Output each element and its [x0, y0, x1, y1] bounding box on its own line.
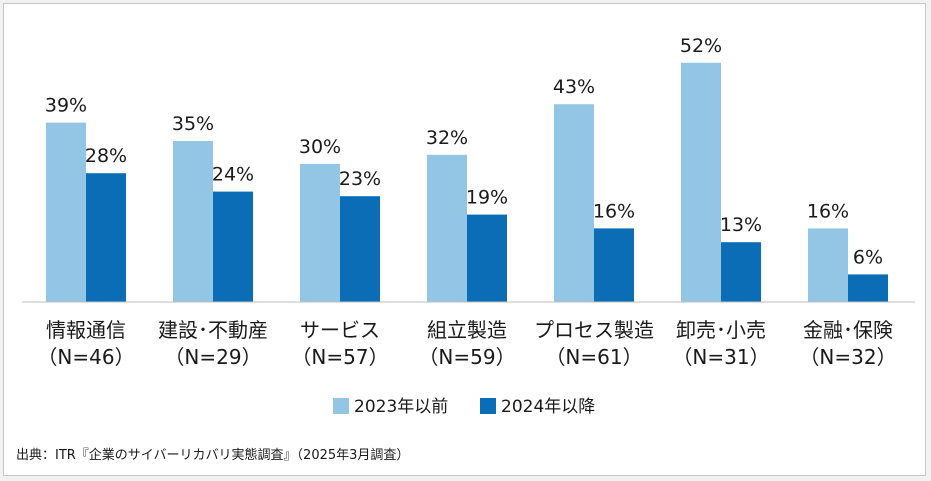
bar-value-label-4-series-0: 43%	[553, 76, 595, 98]
bar-value-label-4-series-1: 16%	[593, 200, 635, 222]
bar-2-series-1	[340, 196, 380, 302]
category-label-0: 情報通信	[46, 318, 126, 342]
category-label-2: サービス	[300, 318, 380, 342]
chart-canvas: 39% 28% 35% 24% 30% 23% 32% 19% 43% 16% 52% 13% 16% 6…	[16, 35, 915, 463]
category-label-6: 金融･保険	[803, 318, 893, 342]
bar-2-series-0	[300, 164, 340, 302]
bar-value-label-2-series-1: 23%	[339, 168, 381, 190]
category-label-3: 組立製造	[427, 318, 507, 342]
category-label-4: プロセス製造	[534, 318, 654, 342]
category-n-label-5: （N=31）	[672, 345, 769, 369]
bar-5-series-1	[721, 242, 761, 302]
bar-4-series-1	[594, 228, 634, 302]
category-label-1: 建設･不動産	[158, 318, 268, 342]
chart-frame: 39% 28% 35% 24% 30% 23% 32% 19% 43% 16% 52% 13% 16% 6…	[3, 3, 926, 476]
legend: 2023年以前 2024年以降	[333, 397, 595, 417]
legend-label-2024: 2024年以降	[501, 397, 595, 417]
bar-3-series-1	[467, 214, 507, 302]
category-n-label-6: （N=32）	[799, 345, 896, 369]
bar-0-series-1	[86, 173, 126, 302]
category-n-label-4: （N=61）	[545, 345, 642, 369]
bar-value-label-5-series-1: 13%	[720, 214, 762, 236]
bar-value-label-5-series-0: 52%	[680, 35, 722, 57]
bar-value-label-6-series-0: 16%	[807, 200, 849, 222]
bar-3-series-0	[427, 154, 467, 302]
category-n-label-1: （N=29）	[164, 345, 261, 369]
bar-5-series-0	[681, 62, 721, 302]
category-labels: 情報通信 （N=46） 建設･不動産 （N=29） サービス （N=57） 組立製造 （N=5…	[37, 318, 896, 369]
source-note: 出典：ITR『企業のサイバーリカバリ実態調査』（2025年3月調査）	[16, 447, 409, 463]
bar-4-series-0	[554, 104, 594, 302]
bar-0-series-0	[46, 122, 86, 302]
bar-value-label-3-series-0: 32%	[426, 127, 468, 149]
category-n-label-2: （N=57）	[291, 345, 388, 369]
bars-layer: 39% 28% 35% 24% 30% 23% 32% 19% 43% 16% 52% 13% 16% 6…	[45, 35, 888, 302]
bar-value-label-1-series-1: 24%	[212, 164, 254, 186]
bar-value-label-3-series-1: 19%	[466, 187, 508, 209]
legend-swatch-2024	[480, 398, 496, 414]
bar-1-series-0	[173, 141, 213, 302]
bar-value-label-0-series-0: 39%	[45, 95, 87, 117]
category-n-label-0: （N=46）	[37, 345, 134, 369]
bar-6-series-0	[808, 228, 848, 302]
legend-swatch-2023	[333, 398, 349, 414]
category-n-label-3: （N=59）	[418, 345, 515, 369]
bar-value-label-0-series-1: 28%	[85, 145, 127, 167]
bar-value-label-2-series-0: 30%	[299, 136, 341, 158]
bar-value-label-1-series-0: 35%	[172, 113, 214, 135]
bar-6-series-1	[848, 274, 888, 302]
category-label-5: 卸売･小売	[676, 318, 766, 342]
bar-value-label-6-series-1: 6%	[853, 246, 883, 268]
bar-1-series-1	[213, 191, 253, 302]
legend-label-2023: 2023年以前	[354, 397, 448, 417]
